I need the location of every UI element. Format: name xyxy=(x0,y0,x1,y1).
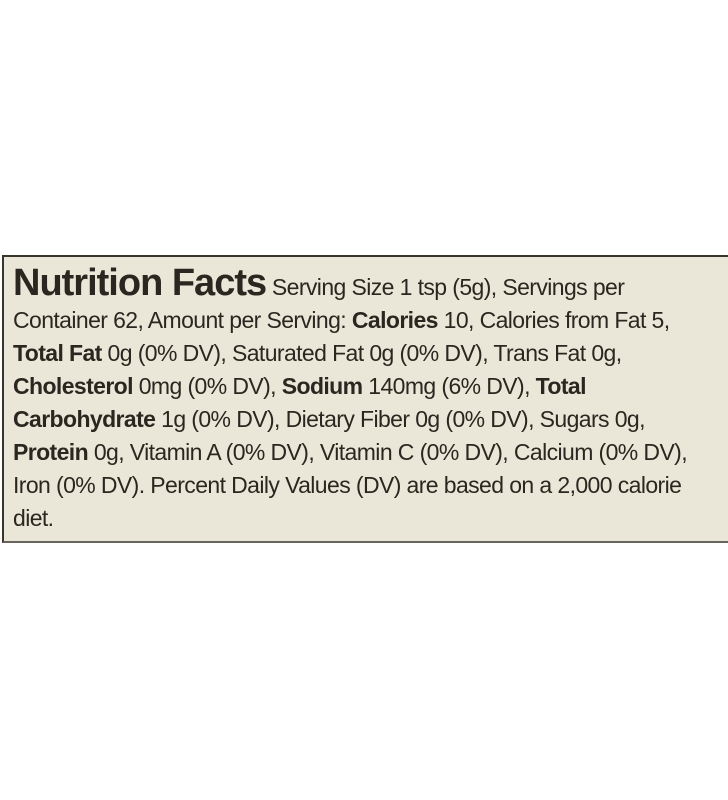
nutrient-name: Total Carbohydrate xyxy=(13,373,587,432)
nutrient-detail: 1g (0% DV), Dietary Fiber 0g (0% DV), Su… xyxy=(155,406,645,432)
nutrient-detail: Serving Size 1 tsp (5g), Servings per Co… xyxy=(13,274,625,333)
nutrient-detail: 0g (0% DV), Saturated Fat 0g (0% DV), Tr… xyxy=(101,340,623,366)
nutrient-name: Sodium xyxy=(281,373,363,399)
nutrient-detail: 10, Calories from Fat 5, xyxy=(437,307,671,333)
nutrient-detail: 140mg (6% DV), xyxy=(362,373,536,399)
nutrient-name: Cholesterol xyxy=(13,373,134,399)
nutrient-name: Protein xyxy=(13,439,89,465)
nutrition-text: Nutrition Facts Serving Size 1 tsp (5g),… xyxy=(13,264,720,535)
nutrient-detail: 0g, Vitamin A (0% DV), Vitamin C (0% DV)… xyxy=(13,439,688,531)
nutrient-detail: 0mg (0% DV), xyxy=(132,373,282,399)
nutrient-name: Total Fat xyxy=(13,340,102,366)
nutrition-label: Nutrition Facts Serving Size 1 tsp (5g),… xyxy=(2,255,728,543)
nutrient-name: Calories xyxy=(351,307,439,333)
label-title: Nutrition Facts xyxy=(13,262,267,304)
